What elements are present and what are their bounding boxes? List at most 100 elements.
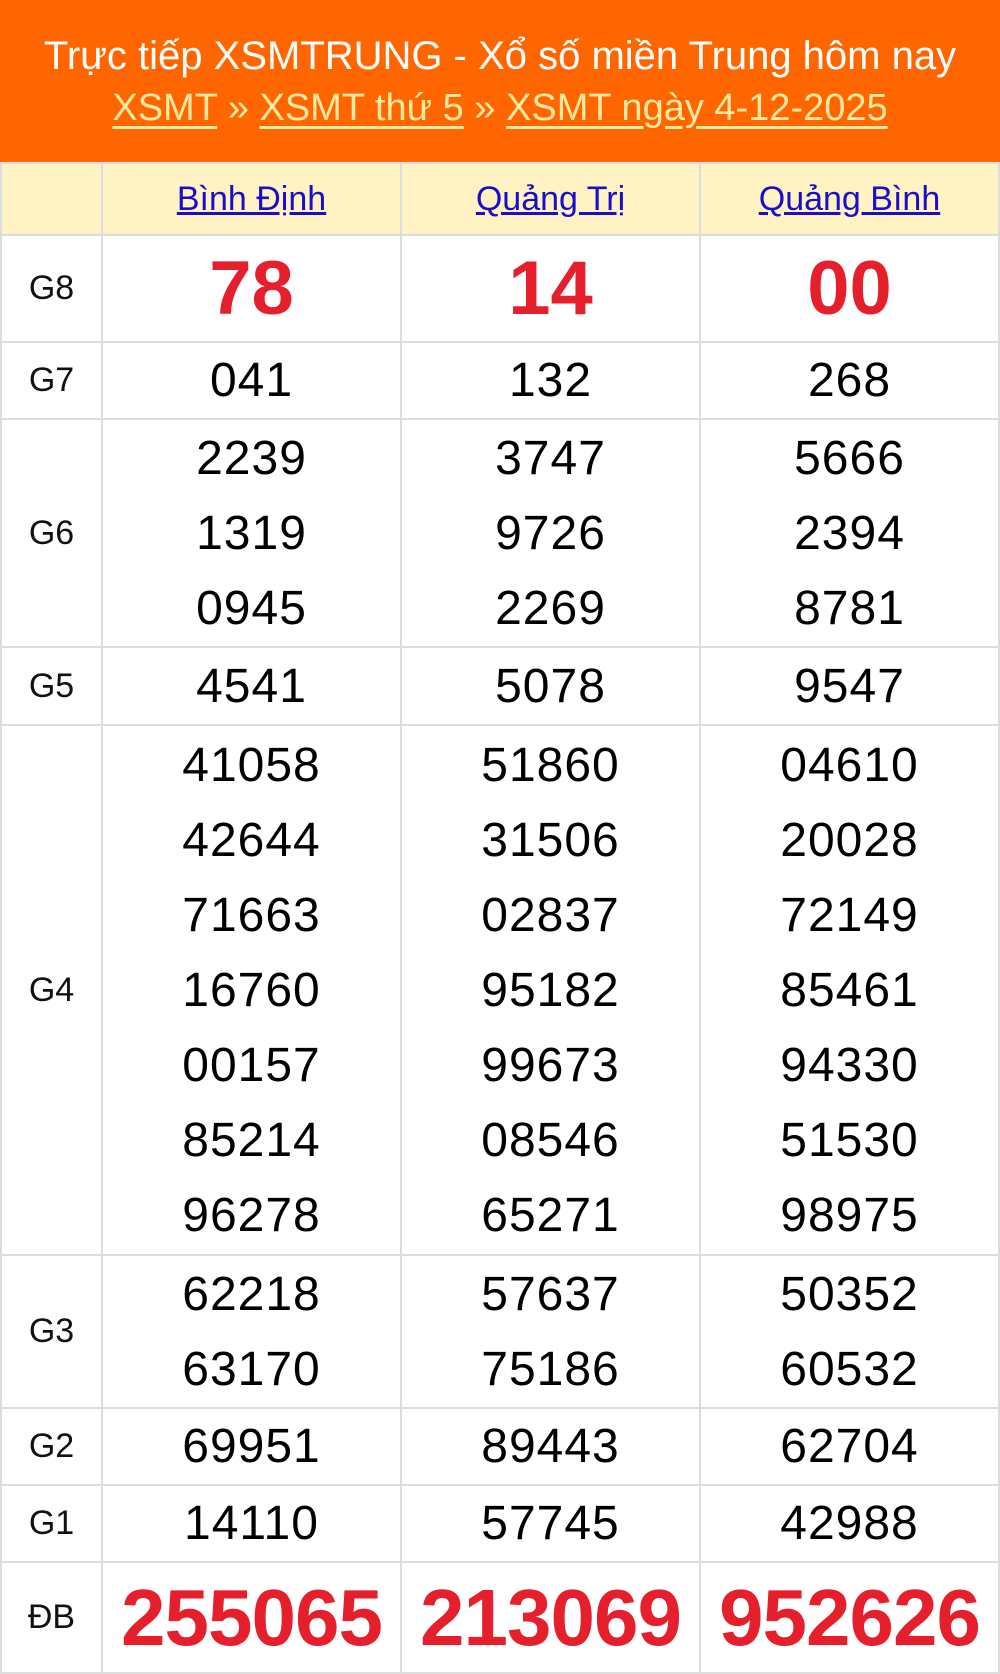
- result-number: 98975: [780, 1188, 919, 1242]
- breadcrumb-xsmt[interactable]: XSMT: [112, 87, 218, 129]
- prize-label: G1: [0, 1484, 103, 1563]
- result-number: 0945: [196, 581, 307, 635]
- result-cell: 4541: [101, 646, 402, 726]
- prize-label: G5: [0, 646, 103, 726]
- result-number: 04610: [780, 738, 919, 792]
- result-number: 08546: [481, 1113, 620, 1167]
- result-cell: 69951: [101, 1407, 402, 1486]
- result-number: 14: [508, 245, 593, 331]
- breadcrumb-separator: »: [474, 87, 496, 129]
- result-cell: 14110: [101, 1484, 402, 1563]
- result-number: 69951: [182, 1420, 321, 1473]
- result-number: 255065: [121, 1572, 383, 1662]
- result-number: 72149: [780, 888, 919, 942]
- province-link-quang-binh[interactable]: Quảng Bình: [758, 179, 941, 218]
- result-cell: 5078: [400, 646, 701, 726]
- result-cell: 62704: [699, 1407, 1000, 1486]
- province-link-binh-dinh[interactable]: Bình Định: [176, 179, 327, 218]
- province-link-quang-tri[interactable]: Quảng Trị: [475, 179, 626, 218]
- result-cell: 952626: [699, 1561, 1000, 1674]
- empty-header-cell: [0, 162, 103, 236]
- result-cell: 51860 31506 02837 95182 99673 08546 65271: [400, 724, 701, 1256]
- result-cell: 9547: [699, 646, 1000, 726]
- result-number: 71663: [182, 888, 321, 942]
- breadcrumb-xsmt-thu-5[interactable]: XSMT thứ 5: [259, 87, 464, 129]
- result-number: 2269: [495, 581, 606, 635]
- result-number: 1319: [196, 506, 307, 560]
- result-number: 16760: [182, 963, 321, 1017]
- result-number: 42988: [780, 1497, 919, 1550]
- result-number: 00157: [182, 1038, 321, 1092]
- prize-row-db: ĐB 255065 213069 952626: [0, 1561, 1000, 1674]
- result-number: 85214: [182, 1113, 321, 1167]
- result-number: 75186: [481, 1342, 620, 1396]
- result-number: 99673: [481, 1038, 620, 1092]
- result-number: 02837: [481, 888, 620, 942]
- result-number: 952626: [719, 1572, 981, 1662]
- result-number: 51530: [780, 1113, 919, 1167]
- result-number: 268: [807, 354, 892, 407]
- prize-row-g5: G5 4541 5078 9547: [0, 646, 1000, 726]
- result-cell: 268: [699, 341, 1000, 420]
- prize-label: G7: [0, 341, 103, 420]
- result-number: 41058: [182, 738, 321, 792]
- result-number: 31506: [481, 813, 620, 867]
- result-number: 42644: [182, 813, 321, 867]
- result-number: 62218: [182, 1267, 321, 1321]
- result-number: 8781: [794, 581, 905, 635]
- breadcrumb: XSMT » XSMT thứ 5 » XSMT ngày 4-12-2025: [0, 82, 1000, 134]
- result-cell: 50352 60532: [699, 1254, 1000, 1409]
- prize-row-g8: G8 78 14 00: [0, 234, 1000, 343]
- prize-row-g2: G2 69951 89443 62704: [0, 1407, 1000, 1486]
- result-cell: 041: [101, 341, 402, 420]
- prize-label: G4: [0, 724, 103, 1256]
- result-number: 94330: [780, 1038, 919, 1092]
- result-number: 14110: [184, 1497, 319, 1550]
- page-header: Trực tiếp XSMTRUNG - Xổ số miền Trung hô…: [0, 0, 1000, 162]
- result-number: 65271: [481, 1188, 620, 1242]
- result-number: 85461: [780, 963, 919, 1017]
- result-cell: 62218 63170: [101, 1254, 402, 1409]
- result-number: 2394: [794, 506, 905, 560]
- result-cell: 42988: [699, 1484, 1000, 1563]
- prize-row-g7: G7 041 132 268: [0, 341, 1000, 420]
- prize-label: G6: [0, 418, 103, 648]
- result-cell: 14: [400, 234, 701, 343]
- prize-row-g3: G3 62218 63170 57637 75186 50352 60532: [0, 1254, 1000, 1409]
- result-number: 60532: [780, 1342, 919, 1396]
- result-number: 63170: [182, 1342, 321, 1396]
- result-number: 132: [508, 354, 593, 407]
- results-table: Bình Định Quảng Trị Quảng Bình G8 78 14 00 G…: [0, 162, 1000, 1674]
- result-cell: 57745: [400, 1484, 701, 1563]
- result-number: 3747: [495, 431, 606, 485]
- result-number: 50352: [780, 1267, 919, 1321]
- prize-row-g6: G6 2239 1319 0945 3747 9726 2269 5666 2394 8781: [0, 418, 1000, 648]
- result-number: 78: [209, 245, 294, 331]
- prize-label: G8: [0, 234, 103, 343]
- result-cell: 255065: [101, 1561, 402, 1674]
- result-number: 5666: [794, 431, 905, 485]
- breadcrumb-xsmt-date[interactable]: XSMT ngày 4-12-2025: [506, 87, 888, 129]
- result-number: 9547: [794, 659, 905, 713]
- result-number: 57745: [481, 1497, 620, 1550]
- result-number: 96278: [182, 1188, 321, 1242]
- result-cell: 5666 2394 8781: [699, 418, 1000, 648]
- result-number: 20028: [780, 813, 919, 867]
- result-number: 89443: [481, 1420, 620, 1473]
- result-cell: 04610 20028 72149 85461 94330 51530 98975: [699, 724, 1000, 1256]
- result-cell: 132: [400, 341, 701, 420]
- result-cell: 41058 42644 71663 16760 00157 85214 96278: [101, 724, 402, 1256]
- result-number: 041: [209, 354, 294, 407]
- prize-label: ĐB: [0, 1561, 103, 1674]
- result-number: 00: [807, 245, 892, 331]
- page-title: Trực tiếp XSMTRUNG - Xổ số miền Trung hô…: [43, 34, 957, 78]
- result-number: 62704: [780, 1420, 919, 1473]
- result-cell: 89443: [400, 1407, 701, 1486]
- result-number: 5078: [495, 659, 606, 713]
- prize-label: G2: [0, 1407, 103, 1486]
- result-number: 9726: [495, 506, 606, 560]
- result-number: 57637: [481, 1267, 620, 1321]
- result-number: 51860: [481, 738, 620, 792]
- result-cell: 3747 9726 2269: [400, 418, 701, 648]
- result-cell: 2239 1319 0945: [101, 418, 402, 648]
